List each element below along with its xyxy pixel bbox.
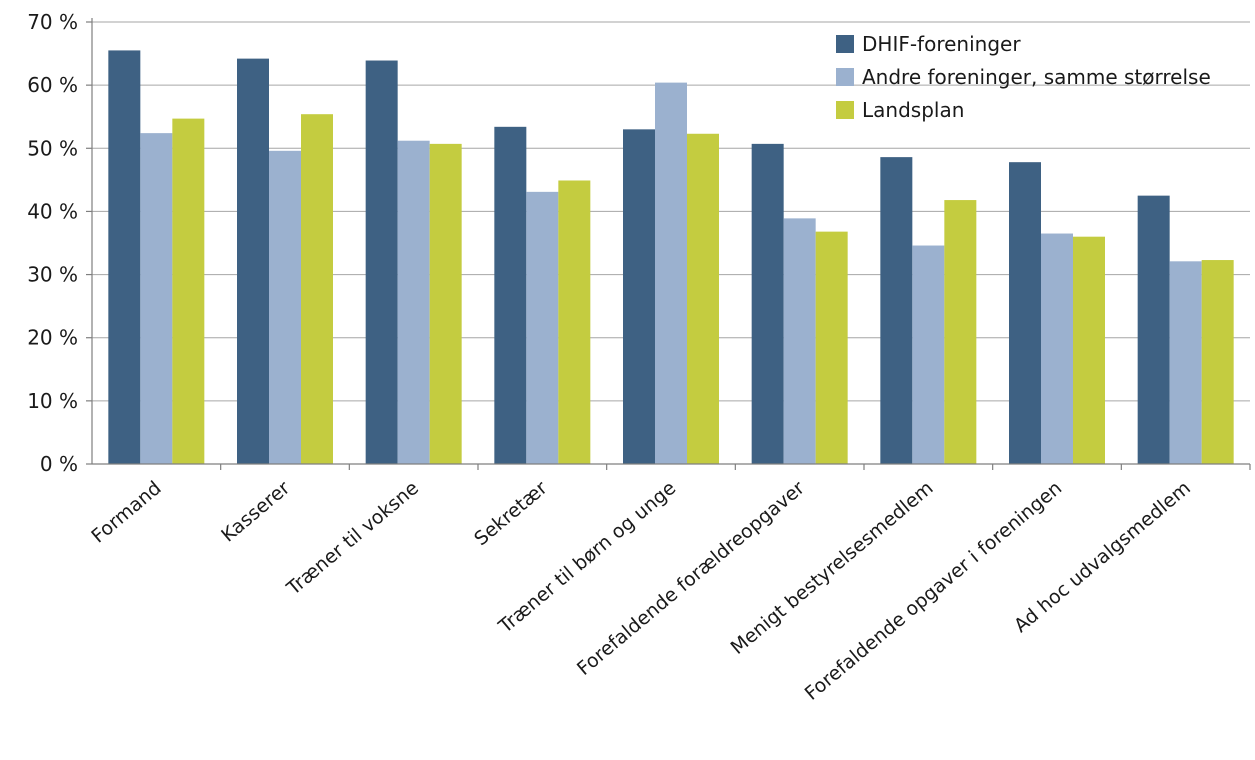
legend-label: Landsplan: [862, 98, 964, 122]
bar: [687, 133, 719, 464]
bar: [1169, 261, 1202, 464]
legend-label: Andre foreninger, samme størrelse: [862, 65, 1211, 89]
bars: [108, 50, 1234, 465]
legend-swatch: [836, 35, 854, 53]
x-category-label: Træner til voksne: [282, 477, 423, 600]
y-tick-label: 30 %: [27, 263, 78, 287]
bar: [880, 157, 913, 464]
bar: [783, 218, 816, 464]
legend-swatch: [836, 101, 854, 119]
axes: [86, 18, 1251, 470]
bar: [172, 118, 205, 464]
bar: [269, 150, 301, 464]
bar: [558, 180, 591, 464]
bar: [494, 126, 527, 465]
bar: [655, 82, 687, 465]
y-tick-label: 40 %: [27, 199, 78, 223]
bar: [1009, 162, 1041, 465]
bar: [1137, 195, 1170, 464]
bar: [397, 140, 430, 465]
bar: [944, 200, 977, 464]
bar: [237, 58, 269, 464]
y-tick-label: 20 %: [27, 326, 78, 350]
y-tick-label: 10 %: [27, 389, 78, 413]
bar: [912, 245, 945, 464]
bar: [751, 143, 784, 464]
y-tick-label: 70 %: [27, 10, 78, 34]
bar: [1073, 236, 1105, 464]
bar: [429, 143, 462, 464]
bar: [1201, 260, 1234, 464]
bar: [623, 129, 655, 465]
legend: DHIF-foreninger Andre foreninger, samme s…: [836, 32, 1211, 122]
x-category-label: Forefaldende forældreopgaver: [573, 477, 809, 680]
x-category-label: Sekretær: [470, 477, 552, 550]
y-tick-label: 60 %: [27, 73, 78, 97]
legend-label: DHIF-foreninger: [862, 32, 1021, 56]
legend-swatch: [836, 68, 854, 86]
y-tick-label: 0 %: [40, 452, 78, 476]
bar: [365, 60, 398, 464]
x-category-label: Forefaldende opgaver i foreningen: [801, 477, 1067, 705]
bar: [815, 231, 848, 464]
bar: [108, 50, 141, 465]
y-tick-label: 50 %: [27, 136, 78, 160]
bar: [526, 191, 559, 464]
x-category-label: Menigt bestyrelsesmedlem: [727, 477, 938, 659]
x-category-label: Formand: [87, 477, 165, 548]
bar: [1041, 233, 1073, 464]
bar: [301, 114, 333, 464]
y-tick-labels: 0 % 10 % 20 % 30 % 40 % 50 % 60 % 70 %: [27, 10, 78, 476]
x-category-label: Kasserer: [217, 477, 294, 547]
bar: [140, 133, 173, 465]
